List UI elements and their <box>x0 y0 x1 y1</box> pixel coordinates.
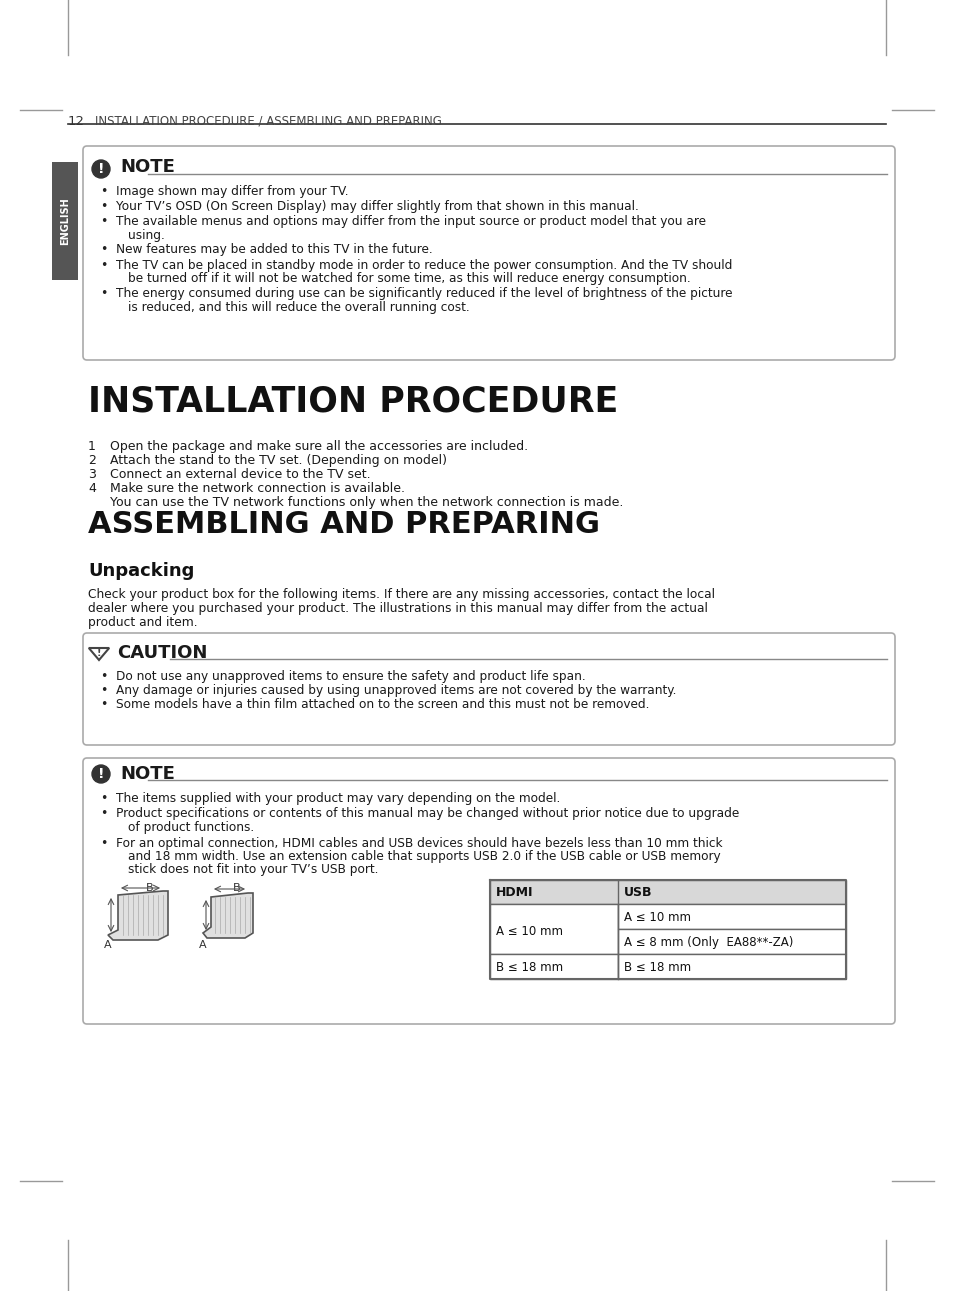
Text: Attach the stand to the TV set. (Depending on model): Attach the stand to the TV set. (Dependi… <box>110 454 447 467</box>
Polygon shape <box>108 891 168 940</box>
FancyBboxPatch shape <box>83 633 894 745</box>
Text: B ≤ 18 mm: B ≤ 18 mm <box>496 961 562 973</box>
Circle shape <box>91 766 110 784</box>
Text: •: • <box>100 258 108 271</box>
Text: Open the package and make sure all the accessories are included.: Open the package and make sure all the a… <box>110 440 528 453</box>
Text: !: ! <box>97 161 104 176</box>
Polygon shape <box>203 893 253 939</box>
Text: Unpacking: Unpacking <box>88 562 194 580</box>
Text: •: • <box>100 698 108 711</box>
Text: The items supplied with your product may vary depending on the model.: The items supplied with your product may… <box>116 791 559 806</box>
FancyBboxPatch shape <box>83 146 894 360</box>
Text: Check your product box for the following items. If there are any missing accesso: Check your product box for the following… <box>88 587 714 602</box>
Text: B: B <box>146 883 153 893</box>
Text: For an optimal connection, HDMI cables and USB devices should have bezels less t: For an optimal connection, HDMI cables a… <box>116 837 721 849</box>
Text: A ≤ 10 mm: A ≤ 10 mm <box>496 924 562 939</box>
Text: 12: 12 <box>68 115 85 128</box>
Text: •: • <box>100 216 108 229</box>
FancyBboxPatch shape <box>618 954 845 979</box>
Text: B: B <box>233 883 240 893</box>
Text: NOTE: NOTE <box>120 158 174 176</box>
Text: Make sure the network connection is available.: Make sure the network connection is avai… <box>110 482 405 494</box>
Text: •: • <box>100 670 108 683</box>
FancyBboxPatch shape <box>490 904 618 954</box>
Text: •: • <box>100 684 108 697</box>
Text: is reduced, and this will reduce the overall running cost.: is reduced, and this will reduce the ove… <box>128 301 469 314</box>
Text: •: • <box>100 244 108 257</box>
Text: •: • <box>100 837 108 849</box>
Text: !: ! <box>96 648 101 658</box>
Text: The available menus and options may differ from the input source or product mode: The available menus and options may diff… <box>116 216 705 229</box>
Text: Some models have a thin film attached on to the screen and this must not be remo: Some models have a thin film attached on… <box>116 698 649 711</box>
Text: You can use the TV network functions only when the network connection is made.: You can use the TV network functions onl… <box>110 496 622 509</box>
Text: •: • <box>100 185 108 198</box>
Text: INSTALLATION PROCEDURE: INSTALLATION PROCEDURE <box>88 385 618 420</box>
Text: 1: 1 <box>88 440 95 453</box>
Text: and 18 mm width. Use an extension cable that supports USB 2.0 if the USB cable o: and 18 mm width. Use an extension cable … <box>128 849 720 862</box>
Text: ENGLISH: ENGLISH <box>60 198 70 245</box>
Text: INSTALLATION PROCEDURE / ASSEMBLING AND PREPARING: INSTALLATION PROCEDURE / ASSEMBLING AND … <box>95 115 441 128</box>
Text: product and item.: product and item. <box>88 616 197 629</box>
Text: ASSEMBLING AND PREPARING: ASSEMBLING AND PREPARING <box>88 510 599 540</box>
Text: stick does not fit into your TV’s USB port.: stick does not fit into your TV’s USB po… <box>128 864 378 877</box>
FancyBboxPatch shape <box>52 161 78 280</box>
Text: A: A <box>199 940 207 950</box>
Text: be turned off if it will not be watched for some time, as this will reduce energ: be turned off if it will not be watched … <box>128 272 690 285</box>
Text: •: • <box>100 287 108 300</box>
Text: B ≤ 18 mm: B ≤ 18 mm <box>623 961 690 973</box>
Text: •: • <box>100 791 108 806</box>
FancyBboxPatch shape <box>618 930 845 954</box>
Text: CAUTION: CAUTION <box>117 644 207 662</box>
Text: USB: USB <box>623 886 652 899</box>
Text: 4: 4 <box>88 482 95 494</box>
Text: Your TV’s OSD (On Screen Display) may differ slightly from that shown in this ma: Your TV’s OSD (On Screen Display) may di… <box>116 200 639 213</box>
Text: New features may be added to this TV in the future.: New features may be added to this TV in … <box>116 244 432 257</box>
Text: Do not use any unapproved items to ensure the safety and product life span.: Do not use any unapproved items to ensur… <box>116 670 585 683</box>
FancyBboxPatch shape <box>490 954 618 979</box>
Text: Image shown may differ from your TV.: Image shown may differ from your TV. <box>116 185 348 198</box>
FancyBboxPatch shape <box>490 880 845 904</box>
FancyBboxPatch shape <box>618 904 845 930</box>
Text: The TV can be placed in standby mode in order to reduce the power consumption. A: The TV can be placed in standby mode in … <box>116 258 732 271</box>
Text: dealer where you purchased your product. The illustrations in this manual may di: dealer where you purchased your product.… <box>88 602 707 615</box>
Text: 3: 3 <box>88 469 95 482</box>
Text: A ≤ 10 mm: A ≤ 10 mm <box>623 911 690 924</box>
Text: •: • <box>100 200 108 213</box>
Text: NOTE: NOTE <box>120 766 174 784</box>
Text: of product functions.: of product functions. <box>128 821 253 834</box>
Text: using.: using. <box>128 229 165 241</box>
Text: A ≤ 8 mm (Only  EA88**-ZA): A ≤ 8 mm (Only EA88**-ZA) <box>623 936 793 949</box>
Text: A: A <box>104 940 112 950</box>
Circle shape <box>91 160 110 178</box>
Text: Product specifications or contents of this manual may be changed without prior n: Product specifications or contents of th… <box>116 807 739 821</box>
Text: Any damage or injuries caused by using unapproved items are not covered by the w: Any damage or injuries caused by using u… <box>116 684 676 697</box>
Text: •: • <box>100 807 108 821</box>
Text: 2: 2 <box>88 454 95 467</box>
Text: Connect an external device to the TV set.: Connect an external device to the TV set… <box>110 469 370 482</box>
Text: HDMI: HDMI <box>496 886 533 899</box>
Text: The energy consumed during use can be significantly reduced if the level of brig: The energy consumed during use can be si… <box>116 287 732 300</box>
FancyBboxPatch shape <box>83 758 894 1024</box>
Text: !: ! <box>97 767 104 781</box>
